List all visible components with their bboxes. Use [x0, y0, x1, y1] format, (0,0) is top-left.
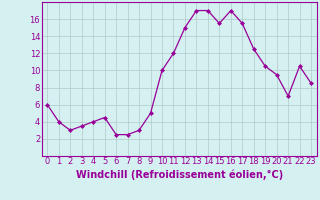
X-axis label: Windchill (Refroidissement éolien,°C): Windchill (Refroidissement éolien,°C)	[76, 169, 283, 180]
